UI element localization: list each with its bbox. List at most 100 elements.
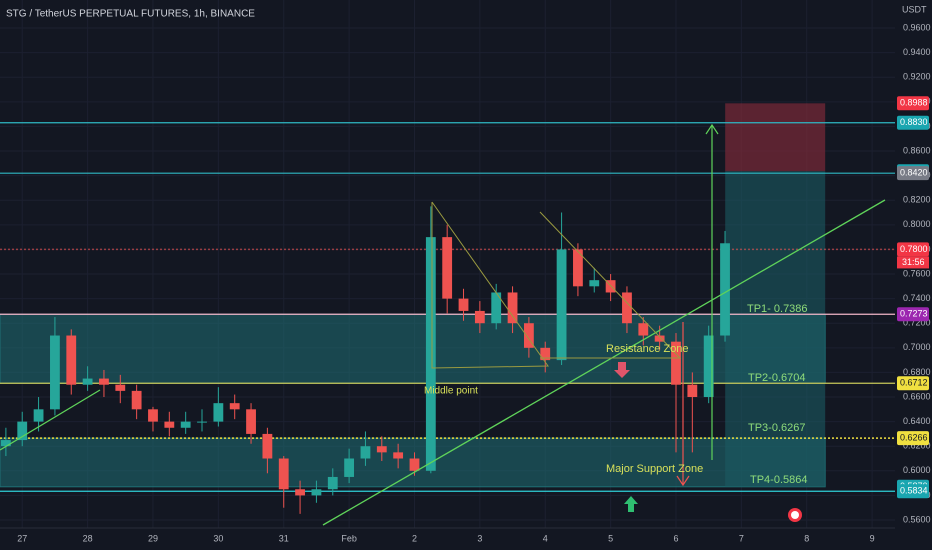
price-tag — [897, 376, 929, 391]
levels — [0, 122, 895, 492]
x-tick-label: 3 — [477, 533, 482, 543]
candles — [0, 206, 730, 514]
candle-body — [33, 409, 44, 422]
candle-body — [409, 458, 420, 471]
candle-body — [523, 323, 534, 348]
x-tick-label: 2 — [412, 533, 417, 543]
candle-body — [474, 310, 485, 324]
price-tag-label: 0.7273 — [900, 309, 928, 319]
price-tag-label: 0.8420 — [900, 168, 928, 178]
price-tag-label: 0.6712 — [900, 378, 928, 388]
y-tick-label: 0.6400 — [903, 416, 931, 426]
candle-body — [295, 489, 305, 496]
candle-body — [311, 489, 322, 496]
candle-body — [148, 409, 158, 422]
candle-body — [425, 237, 436, 471]
candle-body — [376, 446, 387, 453]
countdown-tag — [897, 256, 929, 269]
candle-body — [131, 390, 142, 410]
candle-body — [164, 421, 175, 428]
x-tick-label: 27 — [17, 533, 27, 543]
drawings — [0, 123, 886, 526]
y-tick-label: 0.6000 — [903, 465, 931, 475]
candle-body — [491, 292, 502, 324]
currency: USDT — [902, 4, 927, 14]
resistance-label: Resistance Zone — [606, 343, 689, 355]
tp3-label: TP3-0.6267 — [748, 422, 805, 434]
y-tick-label: 0.9600 — [903, 22, 931, 32]
y-tick-label: 0.7400 — [903, 293, 931, 303]
candle-body — [0, 440, 11, 447]
y-tick-label: 0.7200 — [903, 318, 931, 328]
down-icon — [614, 362, 630, 378]
candle-body — [229, 403, 240, 410]
price-tag-label: 0.6266 — [900, 432, 928, 442]
tp1-label: TP1- 0.7386 — [747, 303, 808, 315]
candle-body — [556, 249, 567, 361]
price-tag — [897, 484, 929, 499]
candle-body — [197, 421, 207, 423]
price-tag — [897, 96, 929, 111]
y-tick-label: 0.9400 — [903, 47, 931, 57]
candle-body — [622, 292, 632, 324]
candle-body — [540, 347, 551, 361]
x-tick-label: 28 — [83, 533, 93, 543]
y-tick-label: 0.7000 — [903, 342, 931, 352]
x-tick-label: 8 — [804, 533, 809, 543]
candle-body — [720, 243, 730, 336]
arrow-head — [705, 123, 719, 135]
target-area — [725, 171, 826, 487]
candle-body — [703, 335, 714, 398]
x-tick-label: 4 — [543, 533, 548, 543]
price-tag — [897, 242, 929, 257]
y-tick-label: 0.8000 — [903, 219, 931, 229]
x-tick-label: 5 — [608, 533, 613, 543]
trendline — [322, 199, 886, 526]
price-tag-label: 0.8988 — [900, 98, 928, 108]
candle-body — [344, 458, 355, 477]
triangle — [539, 211, 682, 359]
candle-body — [50, 335, 60, 410]
candle-body — [82, 378, 93, 385]
y-tick-label: 0.6200 — [903, 441, 931, 451]
price-tag-label: 0.5834 — [900, 486, 928, 496]
y-tick-label: 0.5600 — [903, 514, 931, 524]
candle-body — [17, 421, 28, 441]
price-tag — [897, 115, 929, 130]
y-tick-label: 0.8600 — [903, 145, 931, 155]
x-tick-label: 29 — [148, 533, 158, 543]
candle-body — [66, 335, 77, 385]
candle-body — [262, 433, 273, 459]
candle-body — [115, 384, 126, 391]
x-tick-label: 6 — [673, 533, 678, 543]
triangle — [431, 201, 549, 369]
x-tick-label: 31 — [279, 533, 289, 543]
y-tick-label: 0.7600 — [903, 268, 931, 278]
arrow-head — [676, 475, 690, 487]
candle-body — [246, 409, 256, 434]
candle-body — [213, 403, 224, 422]
x-tick-label: Feb — [341, 533, 357, 543]
candle-body — [589, 280, 600, 287]
price-tag — [897, 166, 929, 181]
event-icon-inner — [791, 511, 799, 519]
tp2-label: TP2-0.6704 — [748, 372, 805, 384]
y-tick-label: 0.8200 — [903, 195, 931, 205]
candle-body — [638, 323, 649, 336]
candle-body — [687, 384, 698, 398]
candle-body — [180, 421, 191, 428]
y-tick-label: 0.6800 — [903, 367, 931, 377]
x-tick-label: 30 — [213, 533, 223, 543]
candle-body — [393, 452, 404, 459]
y-tick-label: 0.6600 — [903, 391, 931, 401]
stop-area — [725, 103, 826, 172]
middle-label: Middle point — [424, 386, 478, 397]
candle-body — [573, 249, 583, 287]
zone — [0, 313, 826, 384]
up-icon — [624, 496, 638, 512]
axis-labels: 0.56000.58000.60000.62000.64000.66000.68… — [17, 22, 930, 543]
candle-body — [671, 341, 681, 385]
x-tick-label: 9 — [870, 533, 875, 543]
candle-body — [458, 298, 469, 311]
